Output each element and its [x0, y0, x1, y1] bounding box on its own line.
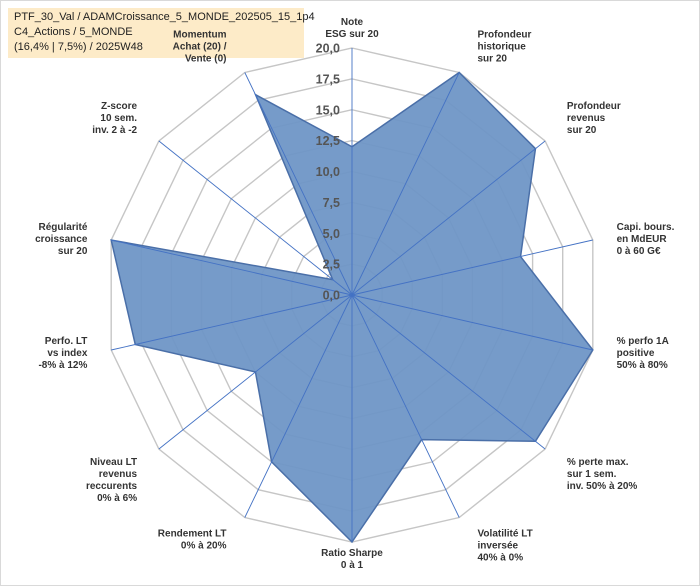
- tick-label: 0,0: [323, 289, 340, 303]
- chart-title-line-3: (16,4% | 7,5%) / 2025W48: [14, 41, 143, 53]
- axis-label: 0% à 20%: [181, 541, 227, 552]
- axis-label: en MdEUR: [617, 234, 668, 245]
- axis-label: Z-score: [101, 101, 138, 112]
- axis-label: 10 sem.: [100, 113, 137, 124]
- axis-label: Rendement LT: [158, 529, 227, 540]
- spoke-line: [351, 239, 593, 296]
- axis-label: inv. 50% à 20%: [567, 481, 638, 492]
- axis-label: 0 à 60 G€: [617, 246, 661, 257]
- spoke-line: [158, 140, 353, 296]
- axis-label: ESG sur 20: [325, 29, 379, 40]
- axis-label: croissance: [35, 234, 88, 245]
- spoke-line: [351, 294, 593, 351]
- spoke-line: [351, 140, 546, 296]
- axis-label: Vente (0): [185, 54, 227, 65]
- axis-label: revenus: [99, 469, 138, 480]
- axis-label: Perfo. LT: [45, 336, 88, 347]
- axis-label: % perte max.: [567, 457, 629, 468]
- axis-label: 50% à 80%: [617, 360, 668, 371]
- axis-label: inv. 2 à -2: [92, 125, 137, 136]
- axis-label: Note: [341, 17, 364, 28]
- tick-label: 20,0: [316, 42, 340, 56]
- axis-label: positive: [617, 348, 655, 359]
- axis-label: Ratio Sharpe: [321, 548, 383, 559]
- chart-title-box: PTF_30_Val / ADAMCroissance_5_MONDE_2025…: [8, 8, 315, 58]
- axis-label: 40% à 0%: [478, 553, 524, 564]
- tick-label: 12,5: [316, 134, 340, 148]
- tick-label: 15,0: [316, 103, 340, 117]
- axis-label: reccurents: [86, 481, 138, 492]
- axis-label: Niveau LT: [90, 457, 137, 468]
- spoke-line: [244, 294, 353, 518]
- axis-label: -8% à 12%: [38, 360, 87, 371]
- spoke-line: [111, 239, 353, 296]
- axis-label: inversée: [478, 541, 519, 552]
- tick-label: 10,0: [316, 165, 340, 179]
- axis-label: revenus: [567, 113, 606, 124]
- spoke-line: [111, 294, 353, 351]
- axis-label: Profondeur: [567, 101, 621, 112]
- axis-label: Régularité: [38, 222, 87, 233]
- axis-label: vs index: [47, 348, 87, 359]
- spoke-line: [351, 72, 460, 296]
- spoke-line: [351, 294, 460, 518]
- axis-label: Achat (20) /: [173, 42, 227, 53]
- tick-label: 5,0: [323, 227, 340, 241]
- axis-label: historique: [478, 42, 527, 53]
- axis-label: Momentum: [173, 30, 226, 41]
- tick-label: 2,5: [323, 258, 340, 272]
- tick-label: 17,5: [316, 72, 340, 86]
- chart-title-line-2: C4_Actions / 5_MONDE: [14, 26, 133, 38]
- axis-label: sur 20: [58, 246, 88, 257]
- axis-label: 0% à 6%: [97, 493, 137, 504]
- axis-label: % perfo 1A: [617, 336, 669, 347]
- axis-label: sur 20: [567, 125, 597, 136]
- axis-label: 0 à 1: [341, 560, 364, 571]
- axis-label: Capi. bours.: [617, 222, 675, 233]
- axis-label: sur 20: [478, 54, 508, 65]
- axis-label: Volatilité LT: [478, 529, 533, 540]
- chart-title-line-1: PTF_30_Val / ADAMCroissance_5_MONDE_2025…: [14, 11, 315, 23]
- tick-label: 7,5: [323, 196, 340, 210]
- axis-label: sur 1 sem.: [567, 469, 617, 480]
- spoke-line: [244, 72, 353, 296]
- spoke-line: [351, 294, 546, 450]
- axis-label: Profondeur: [478, 30, 532, 41]
- spoke-line: [158, 294, 353, 450]
